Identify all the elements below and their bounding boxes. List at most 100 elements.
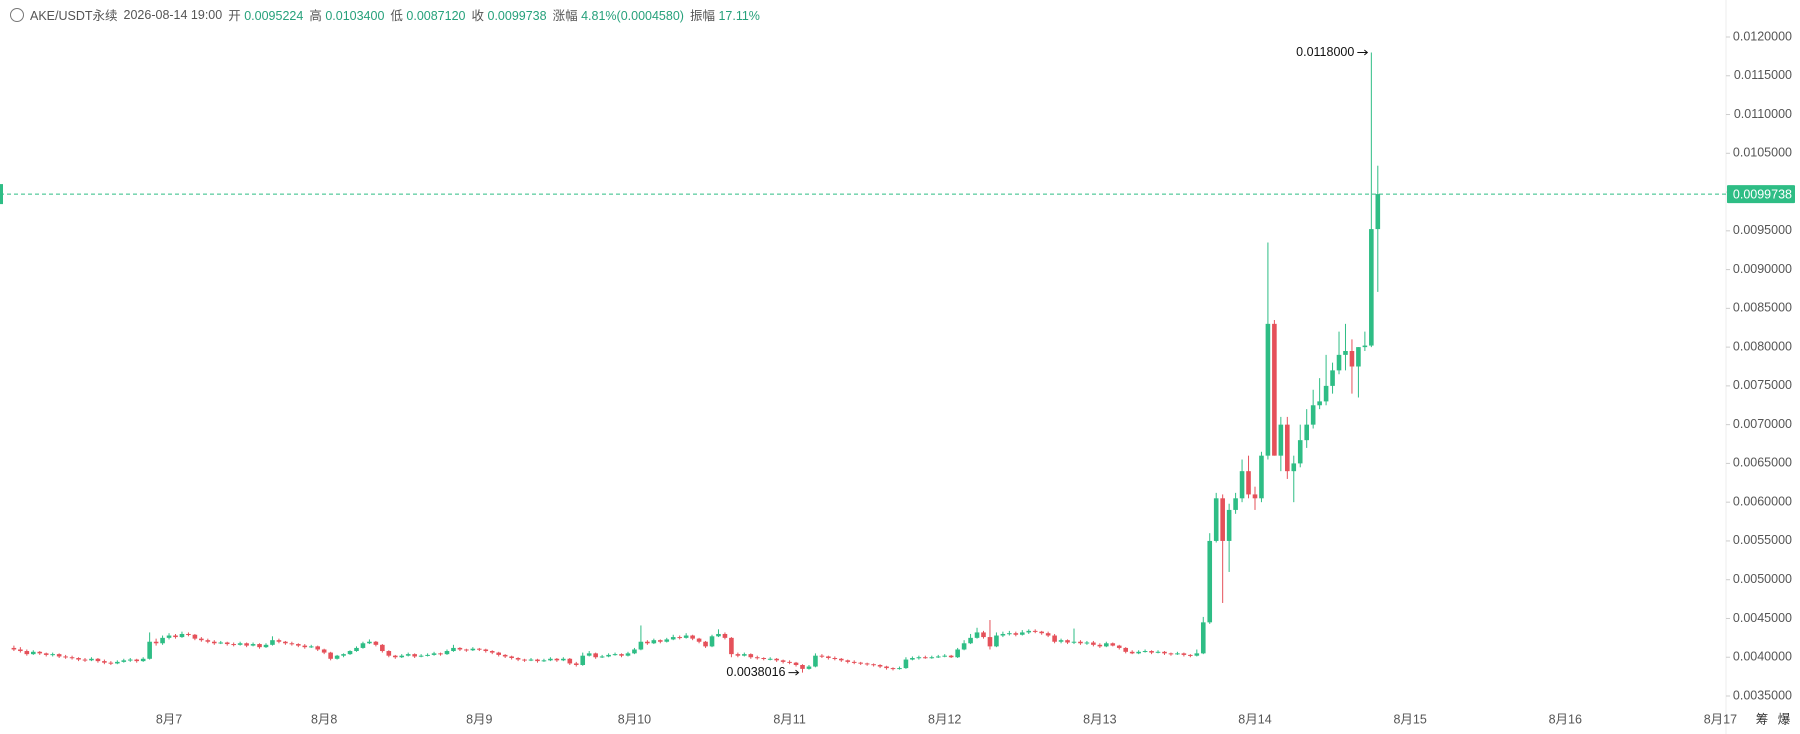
- y-tick-label: 0.0095000: [1733, 223, 1792, 237]
- y-tick-label: 0.0105000: [1733, 146, 1792, 160]
- candle-body: [742, 654, 747, 656]
- candle-body: [800, 664, 805, 669]
- y-tick-label: 0.0080000: [1733, 339, 1792, 353]
- candle-body: [431, 653, 437, 655]
- candle-body: [483, 649, 489, 652]
- candle-body: [179, 633, 185, 638]
- candle-body: [877, 664, 883, 667]
- candle-body: [1097, 644, 1103, 647]
- candle-body: [76, 658, 81, 660]
- candle-body: [1058, 640, 1064, 642]
- x-tick-label: 8月10: [618, 712, 651, 726]
- toolbar-button[interactable]: 筹: [1756, 711, 1769, 726]
- candle-body: [787, 661, 792, 663]
- candle-body: [664, 639, 670, 642]
- candle-body: [69, 657, 75, 659]
- candle-body: [56, 654, 62, 657]
- candle-body: [1078, 641, 1083, 644]
- candle-body: [1246, 471, 1251, 495]
- candle-body: [935, 656, 941, 658]
- candle-body: [632, 649, 637, 654]
- header-field: 高 0.0103400: [309, 5, 384, 24]
- candle-body: [767, 658, 773, 660]
- candle-body: [1188, 654, 1193, 656]
- candle-body: [354, 647, 359, 652]
- candle-body: [580, 655, 586, 665]
- candle-body: [612, 654, 618, 656]
- candle-body: [625, 653, 631, 656]
- candle-body: [1304, 424, 1309, 441]
- y-tick-label: 0.0045000: [1733, 611, 1792, 625]
- candle-body: [444, 651, 450, 655]
- candle-body: [599, 656, 605, 658]
- candle-body: [1000, 633, 1006, 636]
- candle-body: [263, 644, 269, 648]
- candle-body: [884, 666, 889, 669]
- candle-body: [1323, 385, 1329, 402]
- field-label: 振幅: [689, 9, 715, 23]
- candle-body: [955, 649, 960, 658]
- header-field: 振幅 17.11%: [690, 5, 760, 24]
- candle-body: [127, 659, 133, 661]
- candle-body: [1091, 642, 1096, 645]
- candle-body: [709, 636, 715, 647]
- candle-body: [1116, 645, 1122, 648]
- field-value: 0.0095224: [244, 9, 304, 23]
- candle-body: [554, 658, 560, 661]
- candle-body: [1278, 424, 1284, 456]
- candle-body: [1071, 641, 1077, 643]
- field-value: 0.0087120: [406, 9, 466, 23]
- candle-body: [858, 662, 863, 664]
- candle-body: [658, 640, 663, 642]
- candle-body: [425, 654, 430, 656]
- candle-body: [845, 660, 851, 662]
- candle-body: [561, 658, 566, 661]
- candle-body: [244, 643, 249, 646]
- candle-body: [1039, 631, 1044, 634]
- candle-body: [1149, 651, 1154, 653]
- y-tick-label: 0.0065000: [1733, 456, 1792, 470]
- candle-body: [160, 637, 165, 644]
- candle-body: [567, 658, 573, 664]
- x-tick-label: 8月13: [1083, 712, 1116, 726]
- time: 2026-08-14 19:00: [123, 7, 223, 22]
- candle-body: [1220, 498, 1225, 541]
- candle-body: [334, 655, 340, 659]
- x-tick-label: 8月15: [1393, 712, 1426, 726]
- candle-body: [89, 658, 94, 661]
- candle-body: [619, 654, 624, 656]
- candle-body: [968, 637, 973, 644]
- candle-body: [1317, 401, 1322, 406]
- candle-body: [237, 643, 243, 645]
- collapse-icon[interactable]: [10, 7, 24, 22]
- candle-body: [838, 658, 844, 661]
- candle-body: [670, 637, 676, 640]
- candle-body: [871, 664, 876, 666]
- candle-body: [1142, 651, 1148, 653]
- candle-body: [1349, 350, 1355, 367]
- candle-body: [399, 655, 405, 658]
- candle-body: [373, 641, 379, 645]
- candle-body: [451, 647, 456, 652]
- candle-body: [1032, 630, 1038, 632]
- candle-body: [961, 643, 967, 650]
- y-tick-label: 0.0115000: [1734, 68, 1792, 82]
- y-tick-label: 0.0120000: [1733, 29, 1792, 43]
- candle-body: [296, 644, 301, 646]
- y-tick-label: 0.0055000: [1733, 533, 1792, 547]
- candle-body: [386, 651, 392, 656]
- toolbar-button[interactable]: 爆: [1778, 712, 1791, 726]
- candle-body: [1239, 471, 1245, 499]
- candle-body: [360, 643, 366, 648]
- candle-body: [315, 646, 321, 650]
- candle-body: [722, 633, 728, 638]
- candle-body: [477, 648, 482, 650]
- candle-body: [890, 668, 896, 670]
- candle-body: [218, 642, 224, 644]
- y-tick-label: 0.0035000: [1733, 688, 1792, 702]
- candle-body: [548, 658, 553, 661]
- annotation-arrowhead: [1364, 49, 1369, 56]
- candle-body: [30, 651, 36, 655]
